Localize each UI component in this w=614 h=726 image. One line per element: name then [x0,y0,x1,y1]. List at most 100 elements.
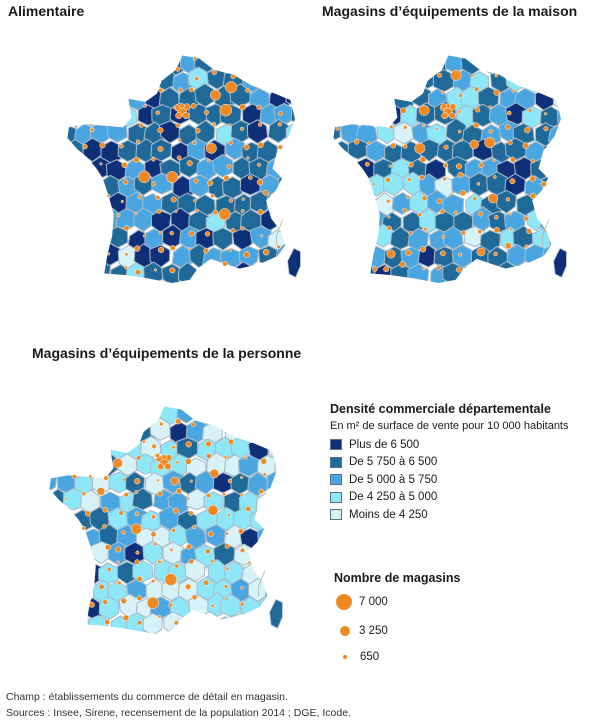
department-area [66,246,69,270]
store-count-bubble [210,193,215,199]
department-area [106,54,129,77]
store-count-bubble [171,445,176,450]
density-legend-label: Moins de 4 250 [349,508,428,521]
store-count-bubble [494,215,499,220]
department-area [133,405,155,407]
department-area [258,420,278,446]
department-area [48,438,58,464]
store-count-bubble [509,227,513,231]
store-count-bubble [421,195,428,201]
department-area [126,405,148,424]
store-count-bubble [173,620,179,626]
density-legend-subtitle: En m² de surface de vente pour 10 000 ha… [330,420,569,432]
department-area [48,545,58,569]
department-area [294,175,296,199]
department-area [259,68,282,91]
store-count-bubble [173,507,180,514]
department-area [276,68,296,92]
store-count-bubble [136,576,143,582]
store-count-bubble [227,513,231,517]
department-area [79,405,101,409]
department-area [286,581,306,603]
store-count-bubble [81,491,87,496]
store-count-bubble [137,194,142,199]
store-count-bubble [372,266,378,272]
store-count-bubble [276,244,281,250]
department-area [558,68,562,95]
map-alimentaire [66,54,301,285]
store-count-bubble [175,112,183,120]
store-count-bubble [245,88,250,93]
store-count-bubble [195,128,201,134]
store-count-bubble [240,126,245,131]
department-area [48,561,52,584]
department-area [497,54,518,75]
store-count-bubble [88,474,93,479]
store-count-bubble [277,144,283,150]
store-count-bubble [484,137,496,149]
store-count-bubble [124,265,128,270]
department-area [214,405,235,427]
store-count-bubble [134,478,141,485]
store-count-bubble [155,195,161,201]
store-count-bubble [402,207,408,213]
department-area [115,417,138,443]
store-count-bubble [509,178,516,185]
store-count-bubble [440,103,447,109]
map-title-maison: Magasins d’équipements de la maison [322,3,578,19]
department-area [48,405,68,410]
department-area [332,175,335,200]
store-count-bubble [488,193,499,204]
store-count-bubble [230,74,236,80]
store-count-bubble [457,171,464,178]
store-count-bubble [142,439,146,444]
store-count-bubble [221,492,226,497]
store-count-bubble [123,492,129,498]
store-count-bubble [414,142,426,154]
department-area [45,67,65,91]
store-count-bubble [493,251,498,257]
map-title-personne: Magasins d’équipements de la personne [32,345,302,361]
department-area [260,54,282,57]
department-area [64,527,86,551]
store-count-bubble [457,129,462,134]
department-area [184,558,206,582]
department-area [371,87,393,111]
store-count-bubble [157,145,164,152]
store-count-bubble [175,418,182,425]
store-count-bubble [524,244,529,249]
store-count-bubble [98,583,105,590]
department-area [122,54,145,77]
store-count-bubble [122,478,126,482]
store-count-bubble [124,252,129,257]
department-area [284,54,296,75]
store-count-bubble [135,139,141,144]
store-count-bubble [96,487,106,496]
store-count-bubble [439,208,446,214]
store-count-bubble [224,597,229,601]
store-count-bubble [488,129,493,134]
department-area [65,384,85,406]
store-count-bubble [122,614,130,621]
store-count-bubble [262,189,269,196]
store-count-bubble [277,122,282,127]
department-area [185,488,208,511]
store-count-bubble [241,197,245,201]
store-count-bubble [135,269,142,276]
store-count-bubble [473,122,480,129]
department-area [312,70,332,93]
store-count-bubble [185,458,192,465]
department-area [46,32,65,56]
department-area [339,54,362,75]
department-area [274,405,278,407]
store-count-bubble [138,170,151,184]
store-count-bubble [403,125,408,130]
store-count-bubble [115,546,122,553]
store-count-bubble [166,171,179,184]
store-count-bubble [364,161,370,167]
department-area [285,84,296,108]
store-count-bubble [476,182,481,186]
department-area [80,210,101,235]
department-area [212,153,234,178]
density-legend-swatch [330,509,342,521]
